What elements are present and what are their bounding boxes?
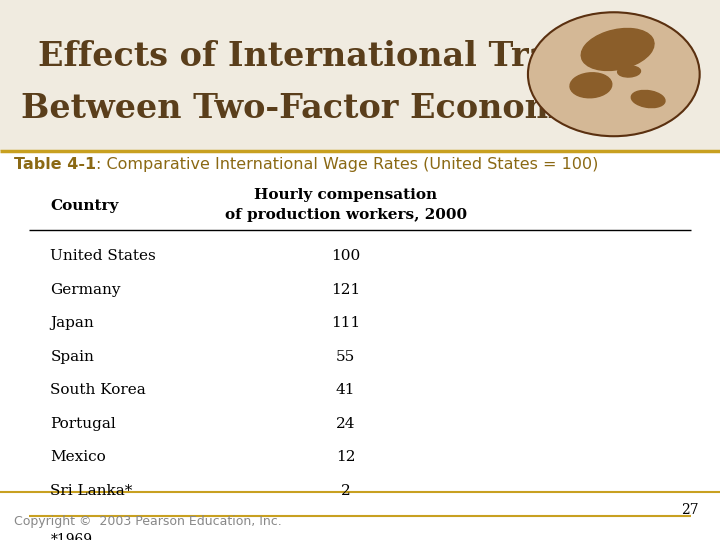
- Ellipse shape: [618, 66, 641, 77]
- Text: Effects of International Trade: Effects of International Trade: [38, 40, 595, 73]
- Text: Mexico: Mexico: [50, 450, 106, 464]
- Ellipse shape: [581, 29, 654, 70]
- Text: Table 4-1: Table 4-1: [14, 157, 96, 172]
- Text: *1969: *1969: [50, 533, 92, 540]
- Text: Germany: Germany: [50, 283, 121, 297]
- Text: Hourly compensation: Hourly compensation: [254, 188, 437, 202]
- Text: 41: 41: [336, 383, 356, 397]
- Text: of production workers, 2000: of production workers, 2000: [225, 208, 467, 222]
- Ellipse shape: [570, 73, 612, 98]
- Text: United States: United States: [50, 249, 156, 264]
- Text: Spain: Spain: [50, 350, 94, 364]
- FancyBboxPatch shape: [0, 0, 720, 151]
- Text: 100: 100: [331, 249, 360, 264]
- Text: 27: 27: [681, 503, 698, 517]
- Text: 55: 55: [336, 350, 355, 364]
- Text: 12: 12: [336, 450, 356, 464]
- Text: 111: 111: [331, 316, 360, 330]
- Text: Country: Country: [50, 199, 119, 213]
- Text: 2: 2: [341, 484, 351, 498]
- Text: Between Two-Factor Economies: Between Two-Factor Economies: [21, 91, 613, 125]
- Text: Sri Lanka*: Sri Lanka*: [50, 484, 132, 498]
- Ellipse shape: [631, 90, 665, 107]
- Text: Portugal: Portugal: [50, 417, 116, 431]
- Text: 121: 121: [331, 283, 360, 297]
- Circle shape: [528, 12, 700, 136]
- Text: Copyright ©  2003 Pearson Education, Inc.: Copyright © 2003 Pearson Education, Inc.: [14, 515, 282, 528]
- Text: Japan: Japan: [50, 316, 94, 330]
- Text: 24: 24: [336, 417, 356, 431]
- Text: South Korea: South Korea: [50, 383, 146, 397]
- Text: : Comparative International Wage Rates (United States = 100): : Comparative International Wage Rates (…: [96, 157, 598, 172]
